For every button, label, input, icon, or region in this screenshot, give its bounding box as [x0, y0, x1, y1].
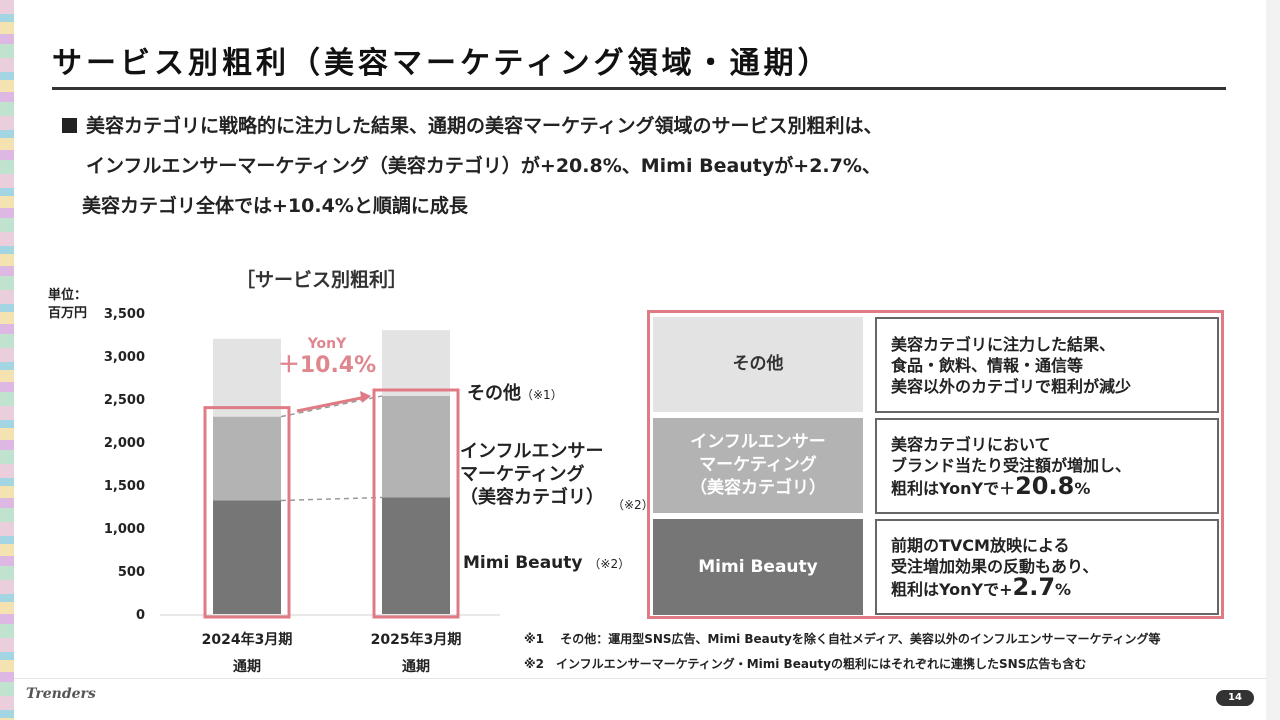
- panel-cat-influencer-line-2: マーケティング: [699, 455, 817, 475]
- panel-desc-mimi-prefix: 粗利はYonYで+: [891, 579, 1013, 599]
- stacked-bar-chart: 0 500 1,000 1,500 2,000 2,500 3,000 3,500 2024年3…: [104, 307, 500, 675]
- yony-label: YonY: [307, 336, 347, 352]
- panel-desc-mimi: 前期のTVCM放映による 受注増加効果の反動もあり、 粗利はYonYで+2.7%: [875, 519, 1219, 615]
- footnote-1: ※1 その他：運用型SNS広告、Mimi Beautyを除く自社メディア、美容以…: [524, 632, 1161, 646]
- title-divider: [52, 87, 1226, 90]
- series-label-other: その他（※1）: [467, 379, 563, 405]
- lead-line-1: 美容カテゴリに戦略的に注力した結果、通期の美容マーケティング領域のサービス別粗利…: [62, 111, 882, 138]
- bar-segment-influencer: [213, 416, 281, 501]
- series-label-mimi: Mimi Beauty （※2）: [463, 553, 630, 573]
- panel-desc-influencer-suffix: %: [1074, 478, 1091, 498]
- chart-title: ［サービス別粗利］: [236, 269, 408, 291]
- panel-cat-influencer: インフルエンサー マーケティング （美容カテゴリ）: [653, 418, 863, 513]
- y-tick-label: 0: [136, 608, 145, 623]
- series-label-other-text: その他: [467, 383, 521, 404]
- y-tick-label: 3,000: [104, 350, 145, 365]
- yony-value: ＋10.4%: [278, 353, 376, 378]
- y-tick-label: 1,000: [104, 522, 145, 537]
- footnote-2: ※2 インフルエンサーマーケティング・Mimi Beautyの粗利にはそれぞれに…: [524, 657, 1087, 671]
- page-number: 14: [1216, 690, 1254, 706]
- unit-line-1: 単位：: [48, 288, 88, 303]
- panel-desc-other: 美容カテゴリに注力した結果、 食品・飲料、情報・通信等 美容以外のカテゴリで粗利…: [875, 317, 1219, 413]
- x-category-label: 2024年3月期: [202, 631, 293, 648]
- decorative-edge-right: [1266, 0, 1280, 720]
- bullet-square-icon: [62, 118, 77, 133]
- panel-cat-influencer-line-3: （美容カテゴリ）: [690, 478, 826, 498]
- panel-desc-mimi-suffix: %: [1055, 579, 1072, 599]
- y-tick-label: 1,500: [104, 479, 145, 494]
- y-tick-label: 2,500: [104, 393, 145, 408]
- decorative-edge-left: [0, 0, 14, 720]
- bar-segment-mimi: [382, 497, 450, 614]
- series-label-other-note: （※1）: [521, 388, 563, 402]
- lead-text-1: 美容カテゴリに戦略的に注力した結果、通期の美容マーケティング領域のサービス別粗利…: [86, 115, 883, 137]
- y-tick-label: 500: [118, 565, 145, 580]
- unit-line-2: 百万円: [48, 306, 88, 321]
- panel-desc-mimi-line-3: 粗利はYonYで+2.7%: [891, 575, 1203, 600]
- panel-desc-other-line-2: 食品・飲料、情報・通信等: [891, 355, 1084, 375]
- lead-line-3: 美容カテゴリ全体では+10.4%と順調に成長: [82, 195, 468, 217]
- footer-divider: [14, 678, 1266, 679]
- panel-desc-influencer-value: 20.8: [1015, 471, 1075, 500]
- panel-cat-other: その他: [653, 317, 863, 412]
- panel-desc-influencer: 美容カテゴリにおいて ブランド当たり受注額が増加し、 粗利はYonYで＋20.8…: [875, 418, 1219, 514]
- highlight-frame-2024: [203, 406, 291, 619]
- company-logo: Trenders: [26, 686, 96, 702]
- series-label-influencer: インフルエンサー マーケティング （美容カテゴリ）: [460, 440, 604, 509]
- series-label-influencer-line-2: マーケティング: [460, 464, 585, 485]
- series-connector-line: [280, 496, 383, 502]
- series-label-influencer-note: （※2）: [612, 498, 654, 512]
- panel-desc-influencer-line-3: 粗利はYonYで＋20.8%: [891, 474, 1203, 499]
- panel-desc-influencer-prefix: 粗利はYonYで＋: [891, 478, 1016, 498]
- series-label-mimi-text: Mimi Beauty: [463, 553, 583, 573]
- bar-segment-other: [213, 338, 281, 417]
- panel-cat-influencer-line-1: インフルエンサー: [690, 432, 826, 452]
- x-category-label: 2025年3月期: [371, 631, 462, 648]
- panel-desc-mimi-line-1: 前期のTVCM放映による: [891, 535, 1070, 555]
- bar-segment-other: [382, 330, 450, 396]
- panel-desc-other-line-3: 美容以外のカテゴリで粗利が減少: [891, 376, 1132, 396]
- series-label-influencer-line-3: （美容カテゴリ）: [460, 487, 604, 508]
- x-category-sublabel: 通期: [233, 659, 261, 675]
- y-tick-label: 2,000: [104, 436, 145, 451]
- y-tick-label: 3,500: [104, 307, 145, 322]
- bar-segment-mimi: [213, 500, 281, 614]
- panel-desc-influencer-line-2: ブランド当たり受注額が増加し、: [891, 455, 1132, 475]
- panel-desc-other-line-1: 美容カテゴリに注力した結果、: [891, 334, 1116, 354]
- panel-desc-mimi-line-2: 受注増加効果の反動もあり、: [891, 556, 1099, 576]
- highlight-frame-2025: [372, 388, 460, 619]
- growth-arrow-head: [360, 391, 371, 403]
- x-category-sublabel: 通期: [402, 659, 430, 675]
- unit-label: 単位： 百万円: [48, 287, 87, 323]
- service-summary-panel: その他 美容カテゴリに注力した結果、 食品・飲料、情報・通信等 美容以外のカテゴ…: [647, 310, 1224, 619]
- panel-desc-mimi-value: 2.7: [1012, 572, 1056, 601]
- series-label-influencer-line-1: インフルエンサー: [460, 441, 604, 462]
- lead-line-2: インフルエンサーマーケティング（美容カテゴリ）が+20.8%、Mimi Beau…: [86, 155, 881, 177]
- panel-cat-mimi: Mimi Beauty: [653, 519, 863, 615]
- series-label-mimi-note: （※2）: [588, 557, 631, 571]
- bar-segment-influencer: [382, 395, 450, 498]
- growth-arrow-shaft: [296, 395, 367, 413]
- page-title: サービス別粗利（美容マーケティング領域・通期）: [52, 46, 832, 81]
- panel-desc-influencer-line-1: 美容カテゴリにおいて: [891, 434, 1051, 454]
